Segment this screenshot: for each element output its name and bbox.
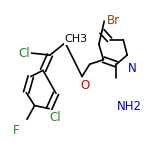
Text: Cl: Cl bbox=[19, 47, 30, 60]
Text: Br: Br bbox=[107, 14, 120, 27]
Text: NH2: NH2 bbox=[117, 100, 142, 113]
Text: F: F bbox=[13, 124, 19, 137]
Text: CH3: CH3 bbox=[64, 34, 88, 45]
Text: N: N bbox=[128, 62, 137, 75]
Text: O: O bbox=[80, 79, 90, 92]
Text: Cl: Cl bbox=[49, 111, 61, 123]
